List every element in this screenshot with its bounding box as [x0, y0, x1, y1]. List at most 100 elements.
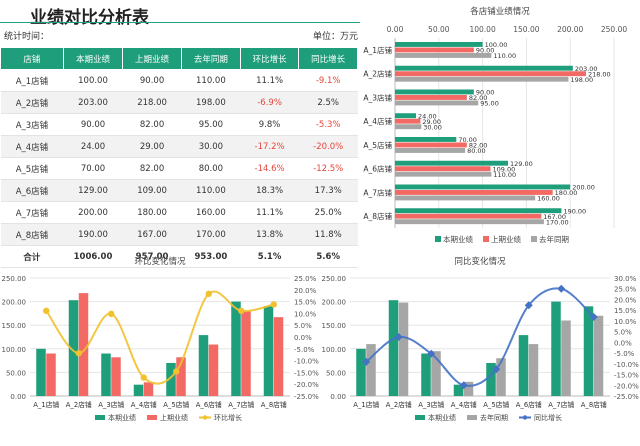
bar — [143, 382, 154, 396]
x-tick-label: 150.00 — [513, 25, 539, 34]
table-cell: 9.8% — [240, 113, 299, 136]
legend-swatch — [531, 236, 537, 242]
table-cell: 11.1% — [240, 201, 299, 224]
bar — [241, 311, 251, 396]
chart-title: 环比变化情况 — [134, 256, 186, 267]
y2-tick-label: 25.0% — [294, 275, 317, 283]
category-label: A_4店铺 — [363, 116, 392, 126]
y2-tick-label: -10.0% — [294, 358, 319, 366]
data-label: 190.00 — [563, 207, 586, 215]
table-cell: 82.00 — [122, 157, 182, 180]
bar — [395, 124, 422, 130]
legend-swatch — [467, 415, 477, 420]
table-row: A_5店铺 70.00 82.00 80.00 -14.6% -12.5% — [0, 157, 358, 180]
y-tick-label: 0.00 — [330, 393, 346, 401]
data-label: 198.00 — [570, 76, 593, 84]
x-tick-label: 250.00 — [601, 25, 627, 34]
table-cell: 5.6% — [298, 245, 358, 268]
table-cell: 90.00 — [122, 69, 182, 92]
y2-tick-label: -25.0% — [294, 393, 319, 401]
data-label: 110.00 — [493, 171, 516, 179]
bar — [231, 301, 241, 396]
category-label: A_4店铺 — [451, 400, 477, 409]
line-point — [43, 307, 50, 315]
y2-tick-label: 20.0% — [294, 287, 317, 295]
bar — [398, 302, 409, 396]
table-cell: 合计 — [0, 245, 64, 268]
bar — [395, 219, 544, 225]
bar — [111, 357, 121, 396]
category-label: A_6店铺 — [363, 164, 392, 174]
y2-tick-label: 25.0% — [614, 286, 637, 294]
legend-label: 本期业绩 — [428, 413, 456, 422]
legend-label: 上期业绩 — [491, 234, 521, 244]
table-cell: A_7店铺 — [0, 201, 64, 224]
bar — [528, 344, 539, 396]
table-cell: 82.00 — [122, 113, 182, 136]
data-label: 90.00 — [476, 47, 495, 55]
table-cell: A_6店铺 — [0, 179, 64, 202]
column-header: 本期业绩 — [62, 47, 124, 70]
table-cell: 18.3% — [240, 179, 299, 202]
category-label: A_8店铺 — [581, 400, 607, 409]
legend-label: 去年同期 — [480, 413, 508, 422]
table-cell: -9.1% — [298, 69, 358, 92]
y2-tick-label: 5.0% — [294, 322, 312, 330]
line-point — [524, 301, 533, 310]
bar — [166, 362, 176, 396]
bar — [366, 344, 376, 396]
bar — [198, 335, 209, 396]
bar — [395, 190, 553, 195]
table-cell: 11.1% — [240, 69, 299, 92]
table-cell: -17.2% — [240, 135, 299, 158]
bar — [421, 353, 431, 396]
bar — [388, 300, 399, 396]
bar — [496, 358, 506, 396]
y2-tick-label: 0.0% — [294, 334, 312, 342]
table-cell: 160.00 — [181, 201, 241, 224]
y2-tick-label: -20.0% — [294, 381, 319, 389]
title-divider — [0, 22, 360, 23]
chart-title: 同比变化情况 — [454, 256, 506, 267]
legend-swatch — [147, 415, 157, 420]
x-tick-label: 200.00 — [557, 25, 583, 34]
table-cell: 24.00 — [63, 135, 123, 158]
data-label: 29.00 — [422, 118, 441, 126]
data-label: 100.00 — [485, 41, 508, 49]
y2-tick-label: -10.0% — [614, 361, 639, 369]
table-cell: -14.6% — [240, 157, 299, 180]
y2-tick-label: -25.0% — [614, 393, 639, 401]
table-cell: 110.00 — [181, 179, 241, 202]
line-point — [173, 368, 180, 375]
category-label: A_2店铺 — [386, 400, 412, 409]
y2-tick-label: 15.0% — [614, 307, 637, 315]
category-label: A_3店铺 — [418, 400, 444, 409]
legend-label: 去年同期 — [539, 234, 569, 244]
data-label: 170.00 — [546, 218, 569, 226]
table-cell: 180.00 — [122, 201, 182, 224]
bar — [395, 137, 457, 142]
bar — [133, 384, 144, 396]
data-label: 167.00 — [543, 213, 566, 221]
table-cell: 70.00 — [63, 157, 123, 180]
table-cell: 90.00 — [63, 113, 123, 136]
bar — [395, 47, 474, 53]
table-row: A_7店铺 200.00 180.00 160.00 11.1% 25.0% — [0, 201, 358, 224]
bar — [101, 353, 111, 396]
yoy-change-chart: 同比变化情况 0.00 50.00 100.00 150.00 200.00 250.00 3… — [322, 256, 640, 422]
table-cell: -20.0% — [298, 135, 358, 158]
y-tick-label: 250.00 — [322, 275, 347, 283]
unit-label: 单位：万元 — [312, 32, 358, 42]
data-label: 90.00 — [476, 89, 495, 97]
bar — [78, 293, 89, 396]
table-cell: -6.9% — [240, 91, 299, 114]
y2-tick-label: -15.0% — [614, 372, 639, 380]
category-label: A_7店铺 — [363, 187, 392, 197]
bar — [518, 335, 529, 396]
category-label: A_1店铺 — [363, 45, 392, 55]
category-label: A_7店铺 — [548, 400, 574, 409]
category-label: A_7店铺 — [228, 400, 254, 409]
legend-swatch — [202, 415, 208, 420]
y-tick-label: 150.00 — [322, 322, 347, 330]
x-tick-label: 100.00 — [469, 25, 495, 34]
